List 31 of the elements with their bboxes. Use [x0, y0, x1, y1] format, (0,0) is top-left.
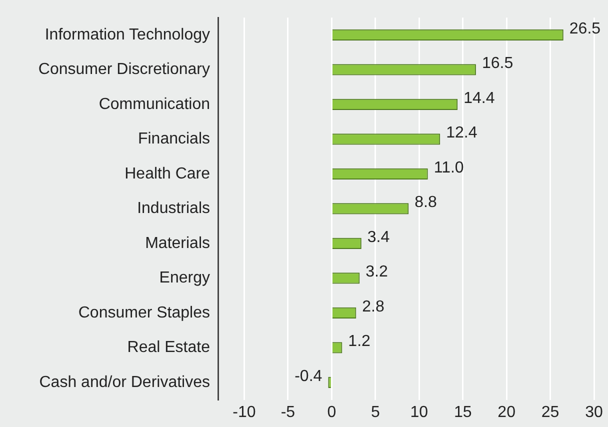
y-tick-label: Health Care: [124, 165, 210, 182]
data-label: 12.4: [446, 124, 478, 142]
x-tick-label: 10: [410, 404, 428, 421]
x-tick-label: 30: [585, 404, 603, 421]
x-tick-label: 25: [541, 404, 560, 421]
data-label: 8.8: [414, 194, 437, 212]
y-tick-label: Industrials: [137, 200, 210, 218]
x-tick-label: 15: [454, 404, 472, 421]
data-label: 1.2: [348, 333, 371, 350]
data-label: 2.8: [362, 298, 384, 316]
data-label: 3.2: [366, 264, 388, 281]
data-label: 14.4: [464, 90, 495, 107]
x-tick-label: 20: [498, 404, 516, 421]
y-tick-label: Consumer Discretionary: [38, 61, 210, 78]
x-tick-label: 5: [370, 404, 380, 421]
data-label: 3.4: [367, 228, 390, 246]
y-tick-label: Consumer Staples: [78, 304, 210, 322]
y-tick-label: Information Technology: [44, 26, 210, 44]
y-tick-label: Cash and/or Derivatives: [39, 374, 210, 391]
y-tick-label: Materials: [145, 234, 210, 252]
x-tick-label: -5: [280, 404, 296, 421]
y-tick-label: Real Estate: [127, 339, 210, 356]
data-label: 16.5: [482, 55, 514, 72]
y-tick-label: Financials: [138, 130, 210, 148]
data-label: 26.5: [569, 20, 601, 38]
x-tick-label: -10: [232, 404, 256, 421]
data-label: 11.0: [434, 159, 464, 176]
data-label: -0.4: [294, 368, 322, 385]
y-tick-label: Energy: [159, 270, 210, 287]
x-tick-label: 0: [327, 404, 336, 421]
y-tick-label: Communication: [98, 96, 210, 113]
